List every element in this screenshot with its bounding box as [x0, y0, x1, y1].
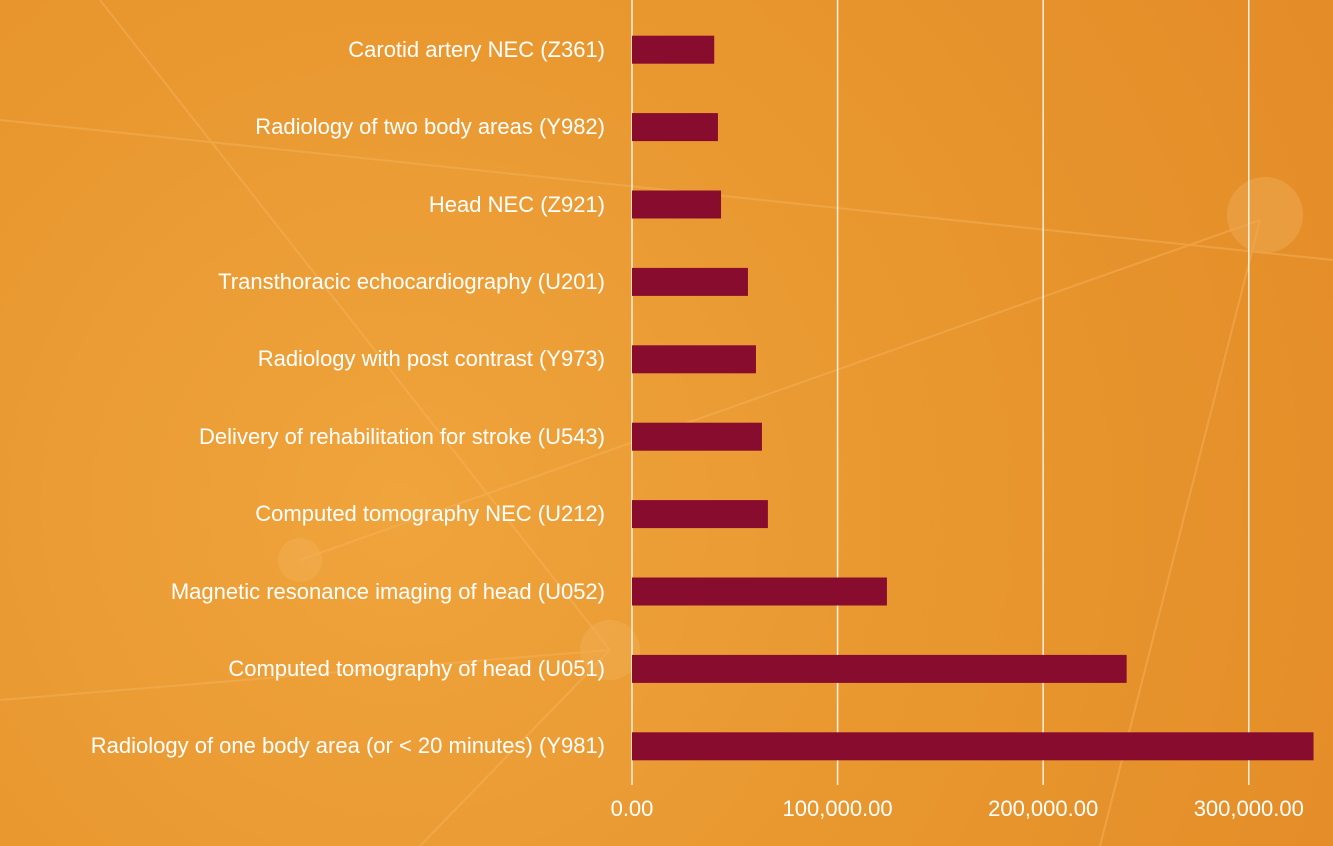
y-tick-label-text: Radiology of two body areas (Y982)	[255, 114, 605, 140]
x-tick-label: 300,000.00	[1194, 796, 1304, 822]
y-tick-label: Magnetic resonance imaging of head (U052…	[0, 578, 605, 606]
x-tick-label: 100,000.00	[783, 796, 893, 822]
y-tick-label-text: Delivery of rehabilitation for stroke (U…	[199, 423, 605, 449]
bar	[632, 654, 1127, 683]
y-tick-label-text: Head NEC (Z921)	[428, 191, 605, 217]
y-tick-label-text: Magnetic resonance imaging of head (U052…	[170, 578, 605, 604]
y-tick-label: Head NEC (Z921)	[0, 191, 605, 219]
y-tick-label: Radiology of one body area (or < 20 minu…	[0, 732, 605, 760]
y-tick-label-text: Computed tomography NEC (U212)	[255, 501, 605, 527]
x-tick-label-text: 0.00	[610, 796, 654, 821]
bar	[632, 577, 887, 606]
y-tick-label: Computed tomography of head (U051)	[0, 655, 605, 683]
y-tick-label-text: Transthoracic echocardiography (U201)	[218, 268, 605, 294]
bar	[632, 732, 1314, 761]
y-tick-label: Radiology of two body areas (Y982)	[0, 113, 605, 141]
y-tick-label-text: Computed tomography of head (U051)	[228, 655, 605, 681]
y-tick-label: Delivery of rehabilitation for stroke (U…	[0, 423, 605, 451]
y-tick-label-text: Radiology with post contrast (Y973)	[257, 346, 605, 372]
y-tick-label-text: Radiology of one body area (or < 20 minu…	[90, 733, 605, 759]
y-tick-label: Transthoracic echocardiography (U201)	[0, 268, 605, 296]
bar	[632, 35, 715, 64]
y-tick-label: Radiology with post contrast (Y973)	[0, 345, 605, 373]
bar	[632, 422, 762, 451]
x-tick-label-text: 300,000.00	[1193, 796, 1304, 821]
bar	[632, 113, 718, 142]
x-tick-label: 0.00	[611, 796, 654, 822]
x-tick-label-text: 100,000.00	[782, 796, 893, 821]
bar	[632, 267, 748, 296]
y-tick-label: Computed tomography NEC (U212)	[0, 500, 605, 528]
y-tick-label-text: Carotid artery NEC (Z361)	[348, 36, 605, 62]
bar	[632, 500, 768, 529]
x-tick-label: 200,000.00	[988, 796, 1098, 822]
y-tick-label: Carotid artery NEC (Z361)	[0, 36, 605, 64]
bar	[632, 190, 722, 219]
x-tick-label-text: 200,000.00	[988, 796, 1099, 821]
bar	[632, 345, 756, 374]
